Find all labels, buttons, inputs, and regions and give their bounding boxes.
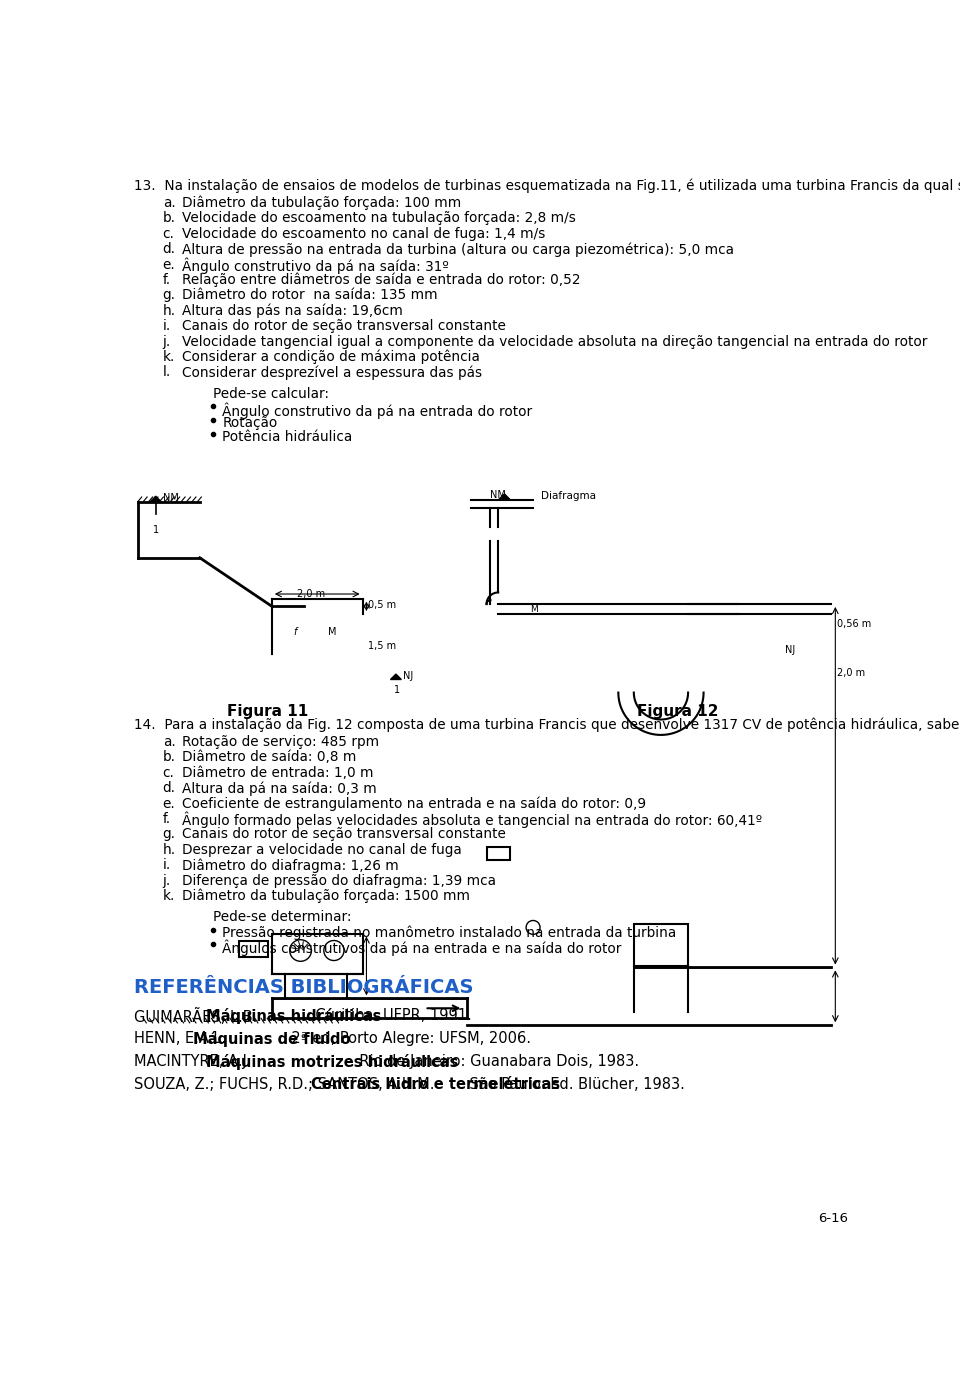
Text: Pressão registrada no manômetro instalado na entrada da turbina: Pressão registrada no manômetro instalad… xyxy=(223,926,677,940)
Bar xyxy=(487,846,510,860)
Text: NM: NM xyxy=(491,490,506,501)
Text: Diâmetro de saída: 0,8 m: Diâmetro de saída: 0,8 m xyxy=(182,750,356,764)
Text: Diâmetro da tubulação forçada: 100 mm: Diâmetro da tubulação forçada: 100 mm xyxy=(182,195,461,211)
Text: h.: h. xyxy=(162,304,176,318)
Text: Centrais hidro e termelétricas: Centrais hidro e termelétricas xyxy=(311,1077,560,1091)
Text: NJ: NJ xyxy=(785,645,795,655)
Text: Ângulos construtivos da pá na entrada e na saída do rotor: Ângulos construtivos da pá na entrada e … xyxy=(223,940,622,956)
Text: Altura das pás na saída: 19,6cm: Altura das pás na saída: 19,6cm xyxy=(182,304,403,318)
Text: MACINTYRE, A.J.: MACINTYRE, A.J. xyxy=(134,1054,256,1069)
Text: b.: b. xyxy=(162,750,176,764)
Text: 1,5 m: 1,5 m xyxy=(368,641,396,651)
Text: Diâmetro do diafragma: 1,26 m: Diâmetro do diafragma: 1,26 m xyxy=(182,859,398,872)
Text: c.: c. xyxy=(162,227,175,241)
Text: d.: d. xyxy=(162,242,176,256)
Text: Relação entre diâmetros de saída e entrada do rotor: 0,52: Relação entre diâmetros de saída e entra… xyxy=(182,272,581,288)
Text: 2,0 m: 2,0 m xyxy=(297,589,324,600)
Text: M: M xyxy=(530,605,538,614)
Text: a.: a. xyxy=(162,735,176,749)
Text: GUIMARÃES, L.B.: GUIMARÃES, L.B. xyxy=(134,1007,262,1025)
Text: 0,56 m: 0,56 m xyxy=(837,619,871,629)
Text: f: f xyxy=(294,627,297,637)
Text: Máquinas motrizes hidráulicas: Máquinas motrizes hidráulicas xyxy=(206,1054,459,1069)
Text: e.: e. xyxy=(162,797,176,810)
Text: Diferença de pressão do diafragma: 1,39 mca: Diferença de pressão do diafragma: 1,39 … xyxy=(182,874,496,888)
Text: k.: k. xyxy=(162,889,175,903)
Text: 2,0 m: 2,0 m xyxy=(837,669,865,678)
Bar xyxy=(634,923,688,966)
Text: j.: j. xyxy=(162,334,171,348)
Text: 1: 1 xyxy=(153,526,158,535)
Text: e.: e. xyxy=(162,257,176,271)
Text: Diâmetro da tubulação forçada: 1500 mm: Diâmetro da tubulação forçada: 1500 mm xyxy=(182,889,470,904)
Text: 1: 1 xyxy=(394,685,399,695)
Text: NM: NM xyxy=(162,493,179,502)
Text: SOUZA, Z.; FUCHS, R.D.; SANTOS, A.H.M.: SOUZA, Z.; FUCHS, R.D.; SANTOS, A.H.M. xyxy=(134,1077,439,1091)
Bar xyxy=(272,933,363,974)
Text: 13.  Na instalação de ensaios de modelos de turbinas esquematizada na Fig.11, é : 13. Na instalação de ensaios de modelos … xyxy=(134,179,960,194)
Text: M: M xyxy=(328,627,337,637)
Text: Potência hidráulica: Potência hidráulica xyxy=(223,429,352,444)
Text: Altura da pá na saída: 0,3 m: Altura da pá na saída: 0,3 m xyxy=(182,782,376,795)
Text: Diafragma: Diafragma xyxy=(540,491,596,501)
Text: Rotação de serviço: 485 rpm: Rotação de serviço: 485 rpm xyxy=(182,735,379,749)
Text: i.: i. xyxy=(162,859,171,872)
Text: Figura 11: Figura 11 xyxy=(227,705,308,720)
Text: HENN, E.A.L.: HENN, E.A.L. xyxy=(134,1031,230,1046)
Text: NJ: NJ xyxy=(403,670,413,681)
Text: d.: d. xyxy=(162,782,176,795)
Text: f.: f. xyxy=(162,272,171,288)
Text: 0,5 m: 0,5 m xyxy=(368,600,396,610)
Text: Figura 12: Figura 12 xyxy=(637,705,719,720)
Text: 6-16: 6-16 xyxy=(819,1212,849,1225)
Text: g.: g. xyxy=(162,289,176,303)
Polygon shape xyxy=(150,497,161,502)
Text: h.: h. xyxy=(162,842,176,857)
Bar xyxy=(239,941,268,956)
Text: Canais do rotor de seção transversal constante: Canais do rotor de seção transversal con… xyxy=(182,319,506,333)
Text: Ângulo construtivo da pá na saída: 31º: Ângulo construtivo da pá na saída: 31º xyxy=(182,257,448,274)
Polygon shape xyxy=(391,674,401,680)
Text: j.: j. xyxy=(162,874,171,888)
Text: Coeficiente de estrangulamento na entrada e na saída do rotor: 0,9: Coeficiente de estrangulamento na entrad… xyxy=(182,797,646,810)
Text: 14.  Para a instalação da Fig. 12 composta de uma turbina Francis que desenvolve: 14. Para a instalação da Fig. 12 compost… xyxy=(134,718,960,732)
Text: Ângulo construtivo da pá na entrada do rotor: Ângulo construtivo da pá na entrada do r… xyxy=(223,402,533,418)
Text: . São Paulo: Ed. Blücher, 1983.: . São Paulo: Ed. Blücher, 1983. xyxy=(460,1077,684,1091)
Text: . Rio de Janeiro: Guanabara Dois, 1983.: . Rio de Janeiro: Guanabara Dois, 1983. xyxy=(350,1054,639,1069)
Text: Velocidade tangencial igual a componente da velocidade absoluta na direção tange: Velocidade tangencial igual a componente… xyxy=(182,334,927,348)
Text: Ângulo formado pelas velocidades absoluta e tangencial na entrada do rotor: 60,4: Ângulo formado pelas velocidades absolut… xyxy=(182,812,762,828)
Text: k.: k. xyxy=(162,350,175,363)
Polygon shape xyxy=(499,494,510,499)
Text: . Curitiba: UFPR, 1991.: . Curitiba: UFPR, 1991. xyxy=(305,1007,471,1022)
Text: c.: c. xyxy=(162,765,175,780)
Text: Considerar a condição de máxima potência: Considerar a condição de máxima potência xyxy=(182,350,480,365)
Circle shape xyxy=(526,921,540,934)
Text: Desprezar a velocidade no canal de fuga: Desprezar a velocidade no canal de fuga xyxy=(182,842,462,857)
Text: l.: l. xyxy=(162,365,171,380)
Circle shape xyxy=(324,941,344,960)
Text: Máquinas hidráulicas: Máquinas hidráulicas xyxy=(206,1007,382,1024)
Text: Considerar desprezível a espessura das pás: Considerar desprezível a espessura das p… xyxy=(182,365,482,380)
Circle shape xyxy=(290,940,311,962)
Text: . 2ª ed, Porto Alegre: UFSM, 2006.: . 2ª ed, Porto Alegre: UFSM, 2006. xyxy=(282,1031,531,1046)
Text: Pede-se determinar:: Pede-se determinar: xyxy=(213,911,351,925)
Text: f.: f. xyxy=(162,812,171,826)
Text: Pede-se calcular:: Pede-se calcular: xyxy=(213,387,329,400)
Text: Velocidade do escoamento no canal de fuga: 1,4 m/s: Velocidade do escoamento no canal de fug… xyxy=(182,227,545,241)
Text: Canais do rotor de seção transversal constante: Canais do rotor de seção transversal con… xyxy=(182,827,506,841)
Text: Máquinas de fluido: Máquinas de fluido xyxy=(193,1031,350,1047)
Text: a.: a. xyxy=(162,195,176,211)
Text: g.: g. xyxy=(162,827,176,841)
Text: Diâmetro do rotor  na saída: 135 mm: Diâmetro do rotor na saída: 135 mm xyxy=(182,289,438,303)
Text: Diâmetro de entrada: 1,0 m: Diâmetro de entrada: 1,0 m xyxy=(182,765,373,780)
Text: b.: b. xyxy=(162,212,176,226)
Text: Rotação: Rotação xyxy=(223,416,277,431)
Text: i.: i. xyxy=(162,319,171,333)
Text: Altura de pressão na entrada da turbina (altura ou carga piezométrica): 5,0 mca: Altura de pressão na entrada da turbina … xyxy=(182,242,734,256)
Text: REFERÊNCIAS BIBLIOGRÁFICAS: REFERÊNCIAS BIBLIOGRÁFICAS xyxy=(134,978,473,998)
Text: Velocidade do escoamento na tubulação forçada: 2,8 m/s: Velocidade do escoamento na tubulação fo… xyxy=(182,212,576,226)
